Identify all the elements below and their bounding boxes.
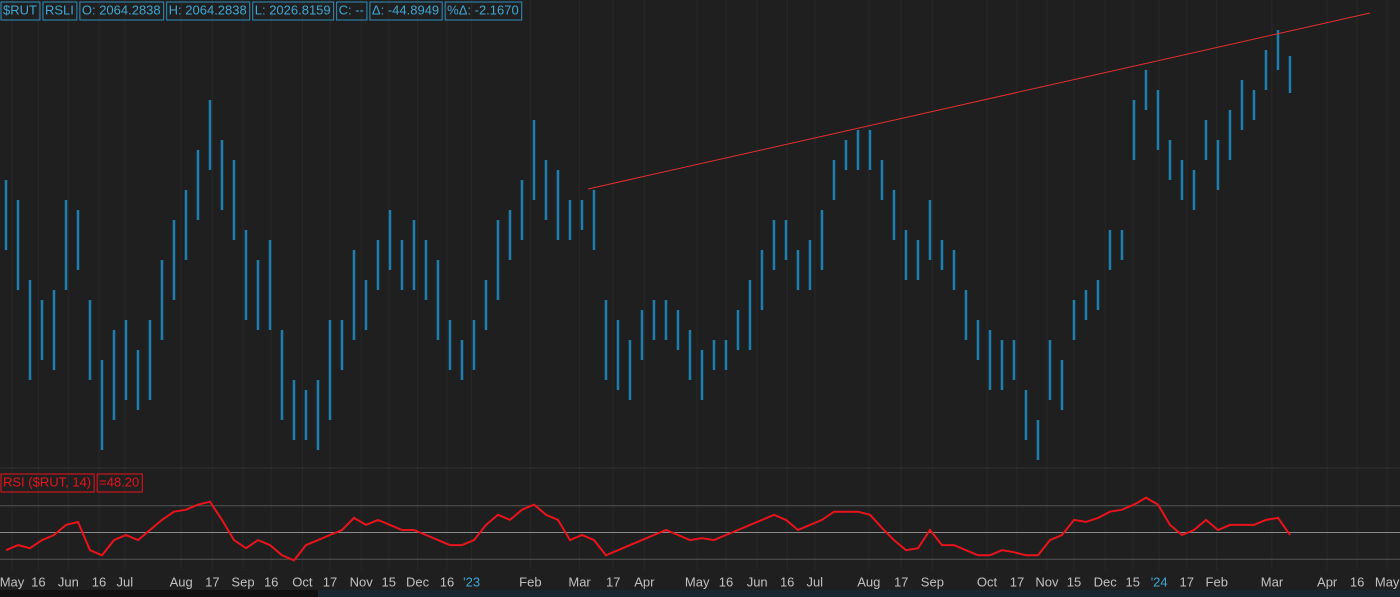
header-item-box <box>369 1 443 21</box>
x-tick-label: Sep <box>921 574 944 589</box>
x-tick-label: Oct <box>977 574 998 589</box>
rsi-label: =48.20 <box>99 474 139 489</box>
grid <box>11 0 1388 570</box>
header-item: %Δ: -2.1670 <box>447 2 519 17</box>
x-tick-label: 17 <box>205 574 219 589</box>
x-axis: May 16 Jun 16 Jul Aug 17 Sep 16 Oct 17 Nov 15 Dec 16 '2… <box>0 574 1400 589</box>
x-tick-label: 16 <box>31 574 45 589</box>
x-tick-label: Mar <box>1261 574 1284 589</box>
x-tick-label: Jun <box>58 574 79 589</box>
x-tick-label: Sep <box>231 574 254 589</box>
rsi-header: RSI ($RUT, 14) =48.20 <box>0 473 143 493</box>
x-tick-label: Jun <box>747 574 768 589</box>
rsi-label-box <box>96 473 143 493</box>
price-bars <box>4 30 1292 460</box>
x-tick-label: Feb <box>519 574 541 589</box>
x-tick-label: 16 <box>92 574 106 589</box>
header-item-box <box>0 1 41 21</box>
header-item: H: 2064.2838 <box>169 2 247 17</box>
header-item: O: 2064.2838 <box>82 2 161 17</box>
x-tick-label: Nov <box>350 574 374 589</box>
x-tick-label: 16 <box>1350 574 1364 589</box>
x-tick-label: Oct <box>292 574 313 589</box>
rsi-label: RSI ($RUT, 14) <box>3 474 91 489</box>
x-tick-label: May <box>685 574 710 589</box>
header-item-box <box>336 1 368 21</box>
x-tick-label: 17 <box>894 574 908 589</box>
x-tick-label: Jul <box>116 574 133 589</box>
header-item-box <box>79 1 165 21</box>
x-tick-label: Nov <box>1035 574 1059 589</box>
rsi-label-box <box>0 473 95 493</box>
x-tick-label: 16 <box>264 574 278 589</box>
x-tick-label: 16 <box>719 574 733 589</box>
x-tick-label: 17 <box>1180 574 1194 589</box>
x-tick-label: Dec <box>406 574 430 589</box>
x-tick-label: '23 <box>463 574 480 589</box>
x-tick-label: Apr <box>634 574 655 589</box>
x-tick-label: Aug <box>170 574 193 589</box>
x-tick-label: '24 <box>1151 574 1168 589</box>
x-tick-label: Jul <box>806 574 823 589</box>
trend-line <box>587 12 1371 190</box>
header-item: RSLI <box>45 2 74 17</box>
header: $RUT RSLI O: 2064.2838 H: 2064.2838 L: 2026.… <box>0 1 523 21</box>
scroll-track <box>318 590 1400 597</box>
x-tick-label: May <box>0 574 25 589</box>
x-tick-label: Dec <box>1094 574 1118 589</box>
x-tick-label: May <box>1375 574 1400 589</box>
x-tick-label: 17 <box>1010 574 1024 589</box>
x-tick-label: 17 <box>323 574 337 589</box>
header-item-box <box>444 1 523 21</box>
x-tick-label: 15 <box>1126 574 1140 589</box>
x-tick-label: Mar <box>568 574 591 589</box>
rsi-panel <box>0 496 1400 562</box>
x-tick-label: 15 <box>1067 574 1081 589</box>
x-tick-label: 17 <box>606 574 620 589</box>
x-tick-label: Aug <box>857 574 880 589</box>
x-tick-label: Apr <box>1317 574 1338 589</box>
header-item-box <box>42 1 78 21</box>
x-tick-label: 15 <box>382 574 396 589</box>
header-item: $RUT <box>3 2 37 17</box>
x-tick-label: Feb <box>1206 574 1228 589</box>
x-tick-label: 16 <box>440 574 454 589</box>
x-tick-label: 16 <box>780 574 794 589</box>
rsi-line <box>5 496 1291 562</box>
header-item: Δ: -44.8949 <box>372 2 439 17</box>
header-item-box <box>252 1 335 21</box>
header-item: C: -- <box>339 2 364 17</box>
header-item-box <box>166 1 251 21</box>
header-item: L: 2026.8159 <box>255 2 331 17</box>
